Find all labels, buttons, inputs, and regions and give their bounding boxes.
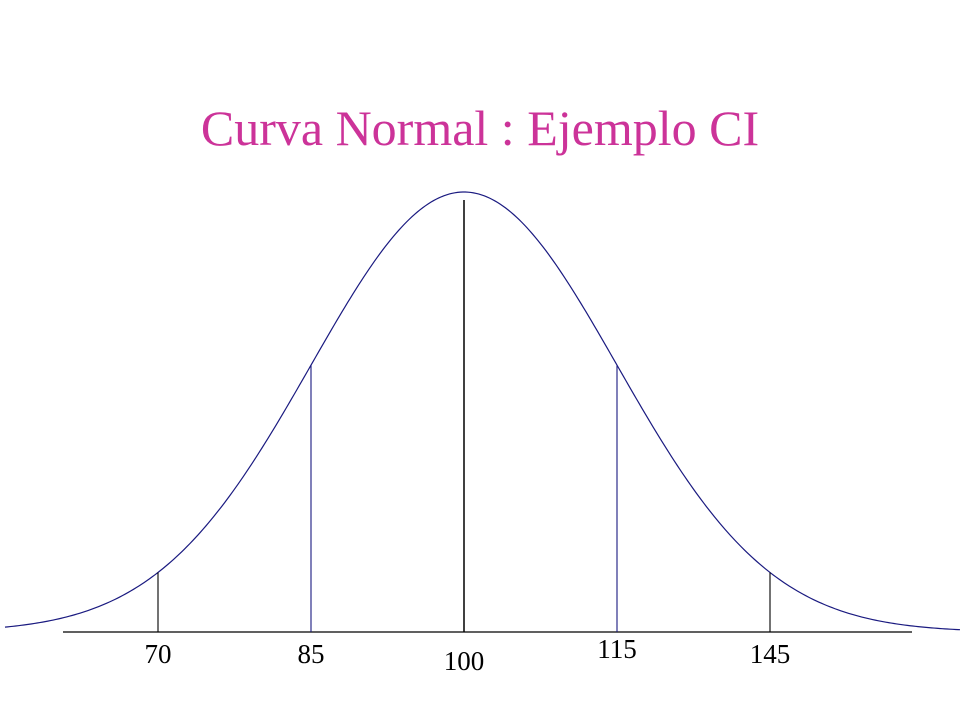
tick-label-145: 145 <box>750 639 791 669</box>
tick-label-115: 115 <box>597 634 637 664</box>
tick-label-100: 100 <box>444 646 485 676</box>
normal-curve <box>4 191 960 631</box>
page-title: Curva Normal : Ejemplo CI <box>200 100 760 156</box>
tick-label-70: 70 <box>145 639 172 669</box>
tick-label-85: 85 <box>298 639 325 669</box>
